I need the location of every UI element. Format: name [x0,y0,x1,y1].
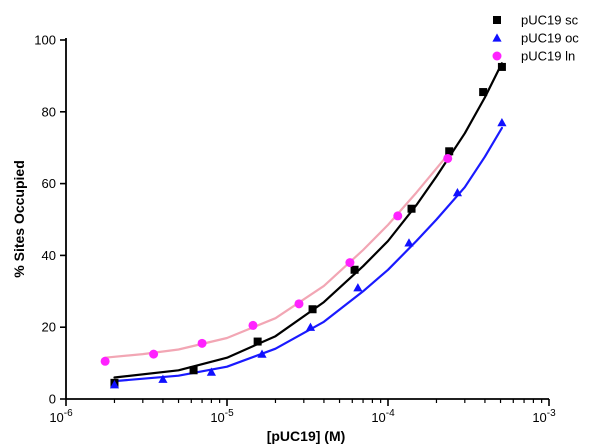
legend-label-puc19-oc: pUC19 oc [521,31,579,46]
data-point-puc19-ln [149,349,159,359]
data-point-puc19-ln [197,338,207,348]
data-point-puc19-oc [206,367,216,376]
data-point-puc19-oc [305,322,316,331]
data-point-puc19-ln [345,258,355,268]
legend: pUC19 sc pUC19 oc pUC19 ln [492,13,579,64]
x-tick-label: 10-3 [532,408,556,425]
data-point-puc19-sc [497,62,506,71]
data-point-puc19-sc [253,337,262,346]
data-point-puc19-ln [294,299,304,309]
data-point-puc19-oc [404,238,414,247]
data-point-puc19-sc [445,147,454,156]
data-point-puc19-ln [443,153,453,163]
data-point-puc19-ln [100,356,110,366]
data-point-puc19-oc [452,187,463,197]
y-tick-label: 100 [34,33,56,48]
data-point-puc19-sc [407,204,416,213]
y-tick-label: 60 [42,176,56,191]
data-point-puc19-oc [353,283,363,292]
data-point-puc19-sc [189,366,198,375]
data-point-puc19-oc [497,117,507,127]
y-tick-label: 20 [42,320,56,335]
data-point-puc19-sc [479,88,488,97]
x-tick-label: 10-6 [49,408,73,425]
data-point-puc19-oc [158,374,168,383]
fit-curve-puc19-oc [113,126,503,383]
x-tick-label: 10-4 [371,408,395,425]
x-tick-label: 10-5 [210,408,234,425]
y-tick-label: 40 [42,248,56,263]
legend-marker-puc19-oc [492,33,502,42]
y-axis-title: % Sites Occupied [11,160,27,277]
data-point-puc19-sc [350,265,359,274]
legend-label-puc19-ln: pUC19 ln [521,49,575,64]
data-point-puc19-ln [393,211,403,221]
legend-marker-puc19-ln [492,51,502,61]
y-tick-label: 80 [42,104,56,119]
fit-curves [104,62,503,383]
fit-curve-puc19-sc [113,62,503,379]
legend-marker-puc19-sc [493,16,501,24]
legend-label-puc19-sc: pUC19 sc [521,13,579,28]
x-axis-title: [pUC19] (M) [267,428,346,444]
data-point-puc19-oc [257,349,267,358]
data-point-puc19-sc [308,305,317,314]
y-tick-label: 0 [49,392,56,407]
data-point-puc19-oc [109,380,120,389]
data-points [100,62,507,389]
fit-curve-puc19-ln [104,153,449,359]
axes: 0 20 40 60 80 100 10-6 10-5 10-4 10-3 [34,33,556,426]
data-point-puc19-ln [248,320,258,330]
